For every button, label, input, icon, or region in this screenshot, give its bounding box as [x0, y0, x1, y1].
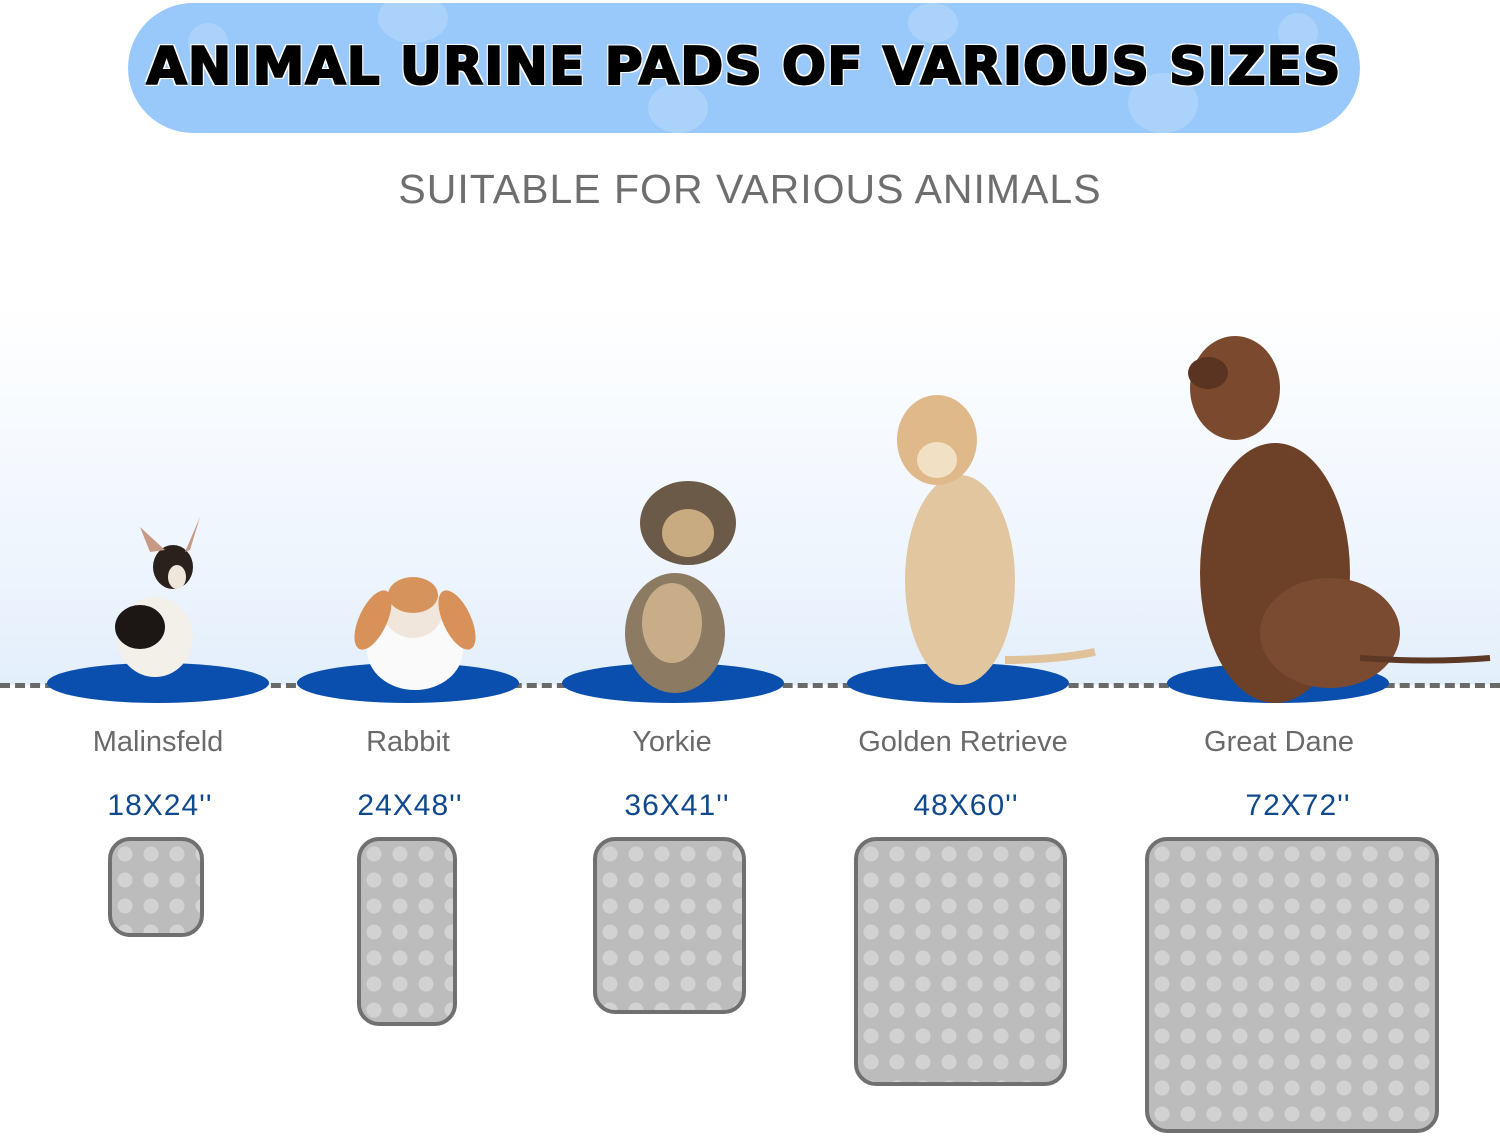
pad-size: 18X24'' [107, 789, 213, 822]
animal-label: Great Dane [1204, 726, 1354, 758]
rabbit-image [354, 577, 476, 690]
yorkie-image [625, 481, 736, 693]
title-banner: ANIMAL URINE PADS OF VARIOUS SIZES [128, 3, 1360, 133]
pad-size: 36X41'' [624, 789, 730, 822]
great-dane-image [1188, 336, 1491, 703]
animal-label: Golden Retrieve [858, 726, 1068, 758]
animal-label: Malinsfeld [92, 726, 224, 758]
pad-image-48x60 [854, 837, 1067, 1086]
golden-retriever-image [897, 395, 1096, 685]
pad-image-18x24 [108, 837, 204, 937]
pad-image-24x48 [357, 837, 457, 1026]
pad-size: 72X72'' [1245, 789, 1351, 822]
pad-image-36x41 [593, 837, 746, 1014]
animal-label: Rabbit [366, 726, 450, 758]
subtitle: SUITABLE FOR VARIOUS ANIMALS [398, 166, 1102, 212]
animal-label: Yorkie [632, 726, 712, 758]
pad-size: 48X60'' [913, 789, 1019, 822]
chihuahua-image [115, 517, 200, 677]
page-title: ANIMAL URINE PADS OF VARIOUS SIZES [145, 36, 1342, 98]
pad-image-72x72 [1145, 837, 1439, 1133]
pad-size: 24X48'' [357, 789, 463, 822]
